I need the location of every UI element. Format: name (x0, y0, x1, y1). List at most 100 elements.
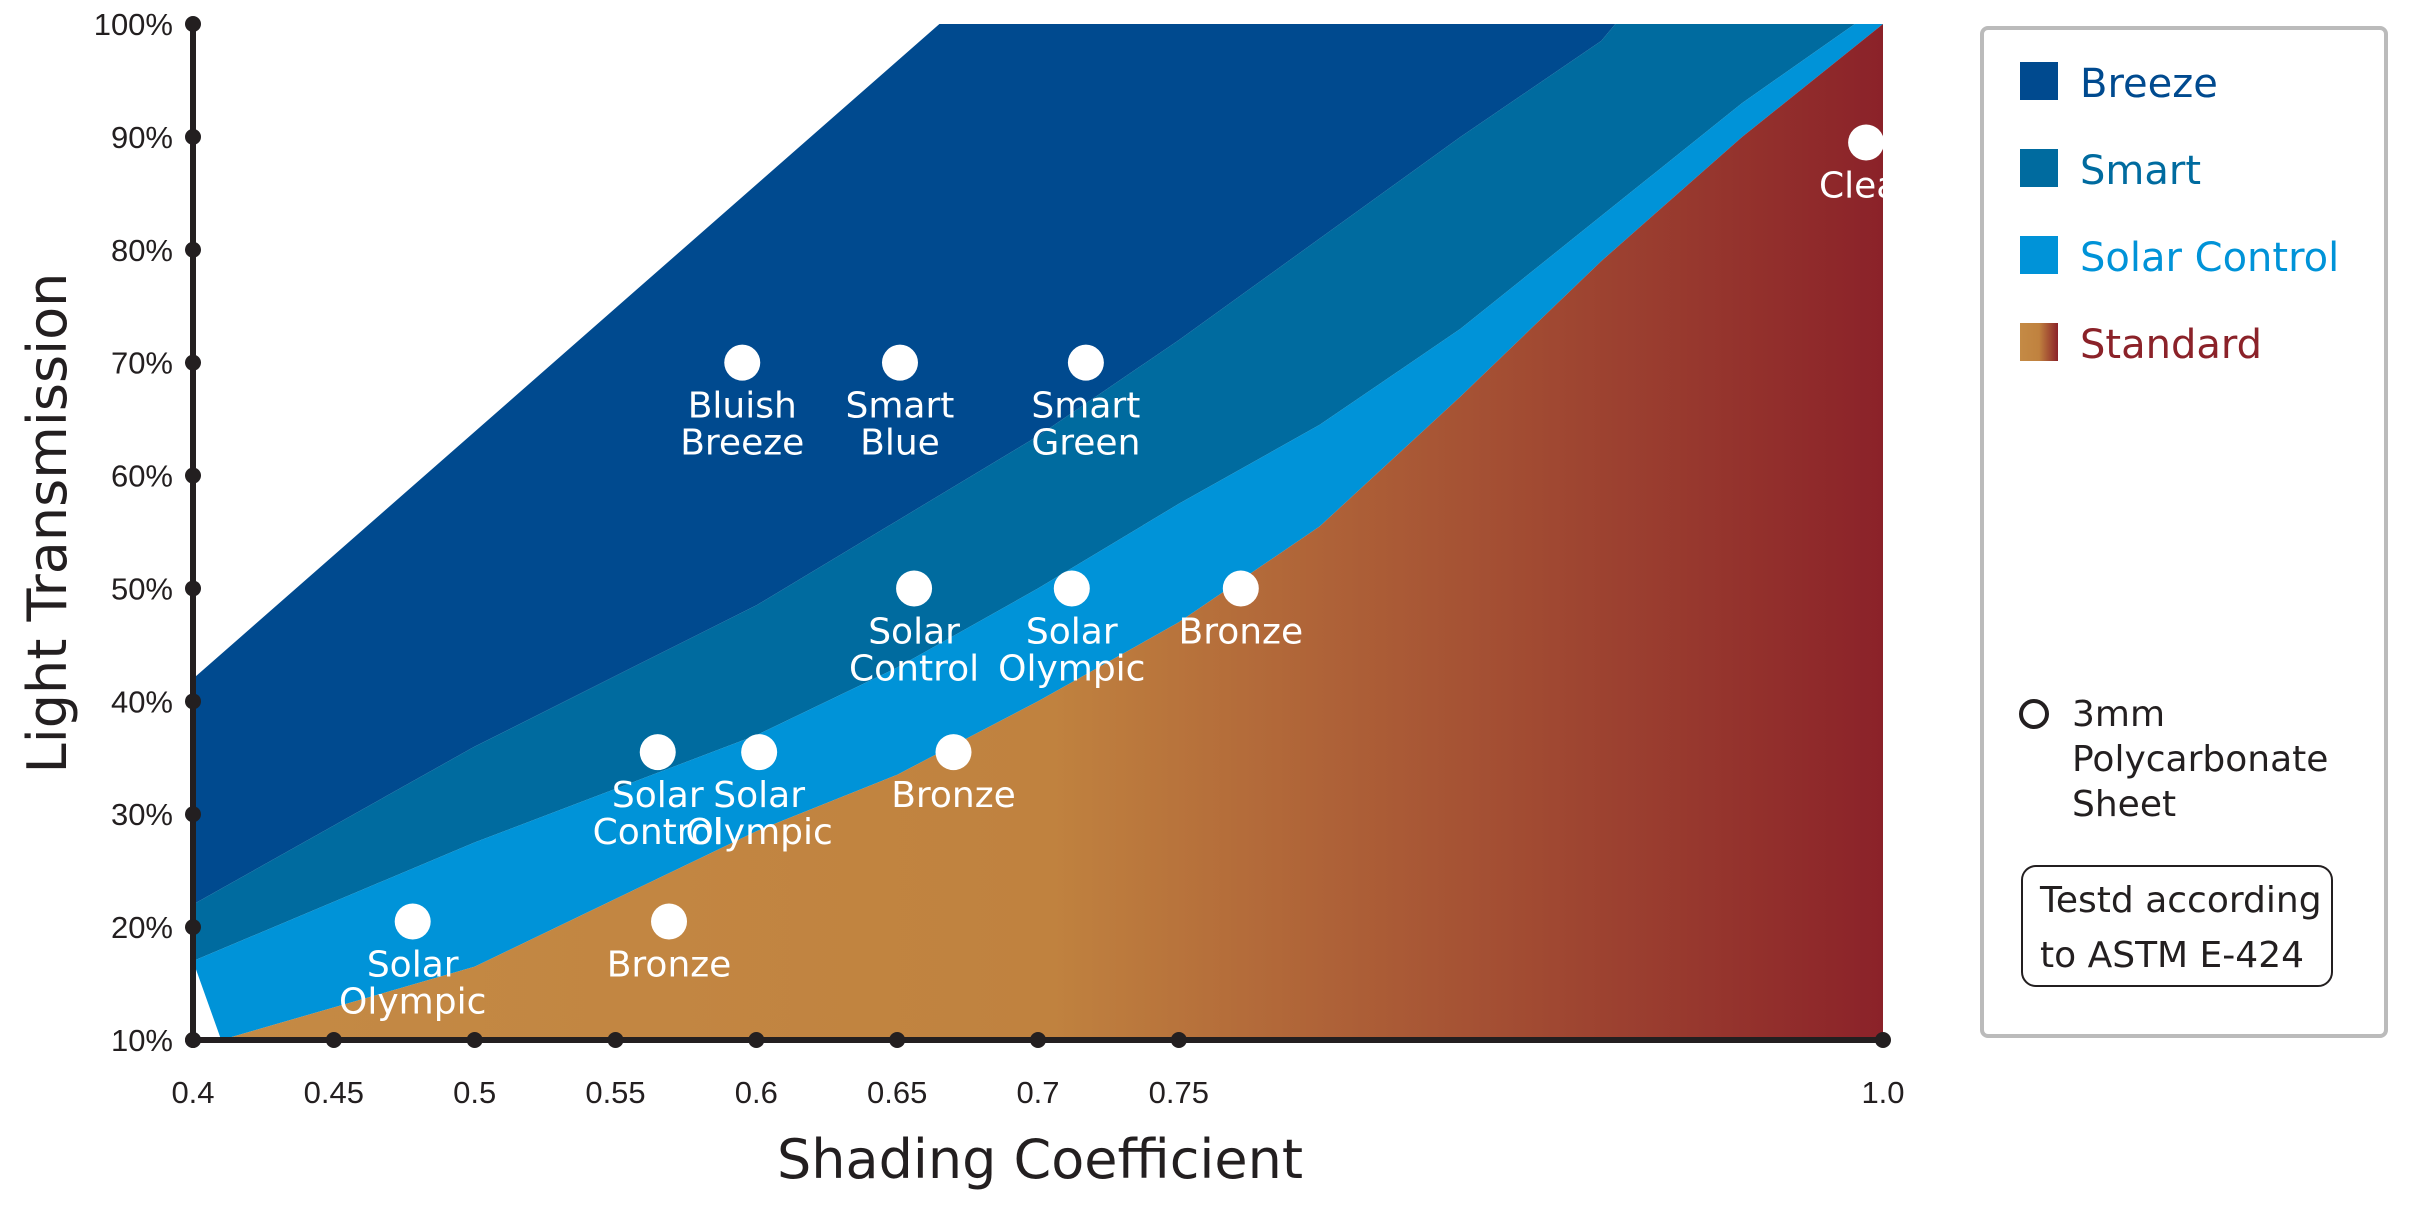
data-point-label-line: Olympic (998, 648, 1145, 689)
y-axis-ticks: 10% 20% 30% 40% 50% 60% 70% 80% 90% 100% (94, 7, 201, 1058)
legend-items: Breeze Smart Solar Control Standard (2020, 61, 2339, 368)
data-point-label-line: Bronze (607, 944, 732, 985)
x-tick-dot (748, 1032, 765, 1048)
y-tick-dot (185, 241, 201, 258)
y-tick-label: 50% (111, 571, 173, 606)
y-tick-label: 60% (111, 459, 173, 494)
data-point-label-line: Bronze (1179, 611, 1304, 652)
test-note-line-1: Testd according (2039, 880, 2322, 921)
data-point-label: Smart Green (1031, 386, 1140, 464)
y-tick-label: 80% (111, 233, 173, 268)
data-point-label-line: Solar (612, 775, 704, 816)
x-tick-dot (1875, 1032, 1891, 1048)
y-tick-label: 40% (111, 684, 173, 719)
y-tick-label: 30% (111, 797, 173, 832)
data-point-label: Bronze (1179, 611, 1304, 652)
x-tick-label: 0.55 (585, 1075, 645, 1110)
data-point-label-line: Green (1031, 423, 1140, 464)
x-tick-dot (889, 1032, 906, 1048)
x-axis-title: Shading Coefficient (777, 1128, 1303, 1191)
y-tick-dot (185, 693, 201, 710)
region-standard (221, 24, 1883, 1040)
data-point-label-line: Control (849, 648, 979, 689)
data-point-label: Solar Olympic (998, 611, 1145, 689)
y-tick-label: 90% (111, 120, 173, 155)
legend-marker-label-2: Polycarbonate (2072, 739, 2328, 780)
data-point (935, 734, 972, 771)
data-point-label-line: Olympic (685, 812, 832, 853)
data-point (1848, 124, 1885, 161)
data-point (1222, 570, 1259, 607)
data-point-label-line: Smart (846, 386, 955, 427)
x-tick-dot (466, 1032, 483, 1048)
x-tick-label: 1.0 (1861, 1075, 1904, 1110)
x-tick-dot (1170, 1032, 1187, 1048)
polycarbonate-marker-icon (2019, 699, 2049, 729)
legend-marker-label-3: Sheet (2072, 784, 2176, 825)
y-tick-label: 100% (94, 7, 173, 42)
test-note-box (2021, 865, 2333, 987)
legend-frame (1980, 26, 2388, 1038)
data-point (1067, 344, 1104, 381)
data-point-label: Clear (1819, 166, 1913, 207)
data-point (896, 570, 933, 607)
region-solar-control (193, 24, 1883, 1040)
legend: Breeze Smart Solar Control Standard 3mm Pol… (1980, 26, 2388, 1038)
data-point-label: Bronze (607, 944, 732, 985)
data-point-label: Bronze (891, 775, 1016, 816)
data-point (394, 903, 431, 940)
data-point (881, 344, 918, 381)
test-note-line-2: to ASTM E-424 (2040, 935, 2304, 976)
data-point (651, 903, 688, 940)
x-tick-label: 0.45 (304, 1075, 364, 1110)
y-tick-dot (185, 354, 201, 371)
y-tick-dot (185, 806, 201, 823)
data-point-label: Smart Blue (846, 386, 955, 464)
y-tick-label: 70% (111, 346, 173, 381)
y-tick-dot (185, 467, 201, 484)
data-point-label-line: Control (593, 812, 723, 853)
data-point-label-line: Solar (868, 611, 960, 652)
legend-label-solar-control: Solar Control (2080, 235, 2339, 281)
data-point-label: Solar Olympic (685, 775, 832, 853)
x-tick-dot (325, 1032, 342, 1048)
x-tick-label: 0.75 (1149, 1075, 1209, 1110)
data-point-label-line: Bluish (688, 386, 797, 427)
legend-label-smart: Smart (2080, 148, 2201, 194)
region-smart (193, 24, 1855, 961)
data-point-label: Solar Control (593, 775, 723, 853)
x-tick-label: 0.6 (735, 1075, 778, 1110)
x-axis-ticks: 0.4 0.45 0.5 0.55 0.6 0.65 0.7 0.75 1.0 (171, 1032, 1905, 1110)
y-tick-dot (185, 16, 201, 32)
x-tick-label: 0.65 (867, 1075, 927, 1110)
y-tick-dot (185, 580, 201, 597)
x-tick-label: 0.4 (171, 1075, 214, 1110)
data-point-label: Bluish Breeze (680, 386, 804, 464)
x-tick-dot (1030, 1032, 1046, 1048)
data-point-label-line: Solar (1026, 611, 1118, 652)
x-tick-label: 0.5 (453, 1075, 496, 1110)
legend-swatch-solar-control (2020, 236, 2058, 274)
y-tick-dot (185, 128, 201, 145)
legend-swatch-breeze (2020, 62, 2058, 100)
data-point (1053, 570, 1090, 607)
legend-swatch-smart (2020, 149, 2058, 187)
y-tick-label: 10% (111, 1023, 173, 1058)
x-tick-label: 0.7 (1016, 1075, 1059, 1110)
data-point-label-line: Bronze (891, 775, 1016, 816)
x-tick-dot (607, 1032, 624, 1048)
data-point-label-line: Clear (1819, 166, 1913, 207)
data-point (724, 344, 761, 381)
data-point (741, 734, 778, 771)
data-point-label-line: Breeze (680, 423, 804, 464)
area-regions (193, 24, 1883, 1040)
y-tick-dot (185, 919, 201, 936)
data-point-label-line: Smart (1031, 386, 1140, 427)
data-point-label-line: Olympic (339, 981, 486, 1022)
legend-marker-label-1: 3mm (2072, 694, 2165, 735)
x-tick-dot (185, 1032, 201, 1048)
data-point-label-line: Solar (713, 775, 805, 816)
legend-label-breeze: Breeze (2080, 61, 2218, 107)
y-axis-title: Light Transmission (16, 273, 79, 774)
